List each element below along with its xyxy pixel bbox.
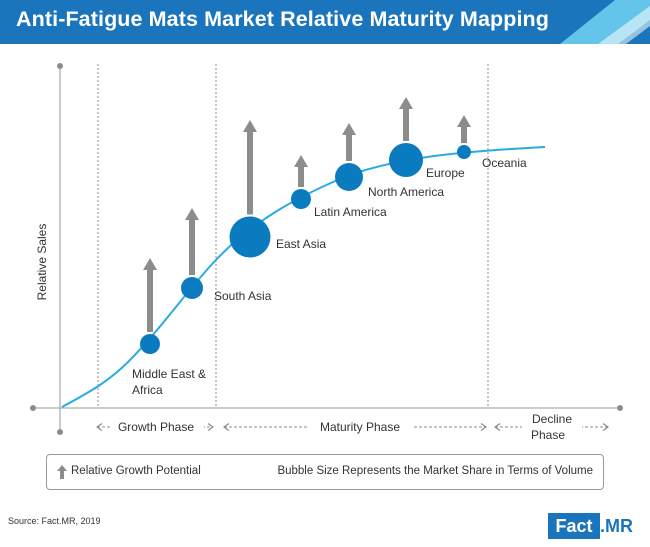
maturity-phase-arrow-left-arrowhead bbox=[222, 423, 230, 431]
growth-arrow-europe bbox=[399, 97, 413, 141]
growth-phase-arrow-left-arrowhead bbox=[95, 423, 103, 431]
y-axis-start-dot bbox=[57, 429, 63, 435]
y-axis-label: Relative Sales bbox=[35, 224, 49, 301]
label-south-asia: South Asia bbox=[214, 289, 272, 303]
legend: Relative Growth Potential Bubble Size Re… bbox=[46, 454, 604, 490]
source-note: Source: Fact.MR, 2019 bbox=[8, 516, 101, 526]
legend-size-label: Bubble Size Represents the Market Share … bbox=[277, 465, 593, 477]
label-europe: Europe bbox=[426, 166, 465, 180]
legend-growth-label: Relative Growth Potential bbox=[71, 465, 201, 477]
growth-arrow-north-america bbox=[342, 123, 356, 161]
growth-arrow-latin-america bbox=[294, 155, 308, 187]
chart-title: Anti-Fatigue Mats Market Relative Maturi… bbox=[16, 7, 550, 31]
label-latin-america: Latin America bbox=[314, 205, 387, 219]
title-banner bbox=[0, 0, 650, 44]
x-axis-end-dot bbox=[617, 405, 623, 411]
bubble-europe bbox=[389, 143, 423, 177]
decline-phase-arrow-right-arrowhead bbox=[602, 423, 610, 431]
bubble-middle-east-africa bbox=[140, 334, 160, 354]
bubble-oceania bbox=[457, 145, 471, 159]
label-east-asia: East Asia bbox=[276, 237, 326, 251]
logo-fact: Fact bbox=[548, 513, 600, 539]
growth-arrow-oceania bbox=[457, 115, 471, 143]
x-axis-start-dot bbox=[30, 405, 36, 411]
bubble-north-america bbox=[335, 163, 363, 191]
label-oceania: Oceania bbox=[482, 156, 527, 170]
factmr-logo: Fact .MR bbox=[548, 513, 644, 539]
decline-phase-label-line2: Phase bbox=[531, 428, 565, 442]
y-axis-end-dot bbox=[57, 63, 63, 69]
label-middle-east-africa-line2: Africa bbox=[132, 383, 163, 397]
label-middle-east-africa-line1: Middle East & bbox=[132, 367, 206, 381]
maturity-chart: Relative Sales Growth Phase Maturity Phase… bbox=[30, 63, 623, 444]
bubble-east-asia bbox=[229, 216, 271, 258]
bubble-south-asia bbox=[181, 277, 203, 299]
decline-phase-label-line1: Decline bbox=[532, 412, 572, 426]
phase-label-background bbox=[110, 418, 204, 436]
maturity-phase-arrow-right-arrowhead bbox=[480, 423, 488, 431]
label-north-america: North America bbox=[368, 185, 444, 199]
phase-label-background bbox=[522, 410, 582, 444]
logo-mr: .MR bbox=[600, 513, 644, 539]
maturity-phase-label: Maturity Phase bbox=[320, 420, 400, 434]
growth-arrow-icon bbox=[57, 465, 67, 479]
growth-arrow-south-asia bbox=[185, 208, 199, 275]
growth-arrow-east-asia bbox=[243, 120, 257, 215]
phase-label-background bbox=[308, 418, 412, 436]
bubble-latin-america bbox=[291, 189, 311, 209]
growth-phase-arrow-right-arrowhead bbox=[207, 423, 215, 431]
growth-phase-label: Growth Phase bbox=[118, 420, 194, 434]
decline-phase-arrow-left-arrowhead bbox=[493, 423, 501, 431]
growth-arrow-middle-east-africa bbox=[143, 258, 157, 332]
